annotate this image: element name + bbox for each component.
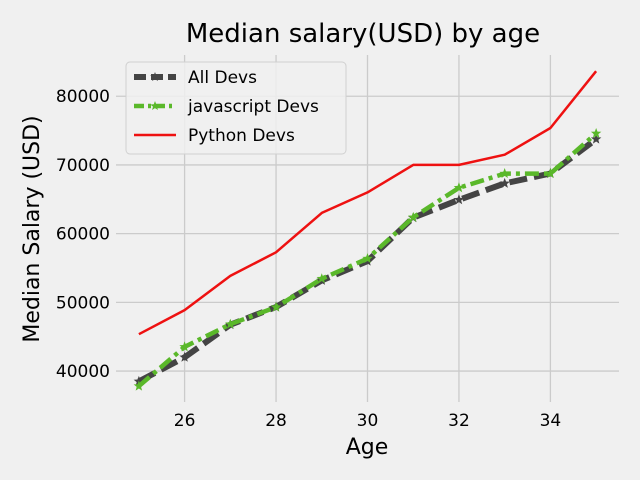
- data-point: [408, 211, 419, 222]
- legend-marker: [150, 101, 160, 111]
- legend-box: [125, 61, 347, 155]
- data-point: [453, 194, 465, 205]
- series-line: [138, 70, 598, 336]
- data-point: [316, 273, 327, 284]
- series-group: [133, 70, 602, 391]
- chart-title: Median salary(USD) by age: [186, 19, 540, 49]
- data-point: [545, 168, 556, 179]
- x-tick-label: 26: [174, 411, 196, 431]
- x-tick-label: 32: [448, 411, 470, 431]
- y-tick-label: 60000: [56, 225, 110, 245]
- data-point: [499, 168, 510, 179]
- y-axis-ticks: 40000 50000 60000 70000 80000: [56, 87, 110, 382]
- x-tick-label: 30: [357, 411, 379, 431]
- legend-item: Python Devs: [134, 126, 295, 146]
- legend-marker: [150, 72, 160, 82]
- legend-label: All Devs: [188, 68, 257, 88]
- legend-label: Python Devs: [188, 126, 295, 146]
- data-point: [225, 318, 236, 329]
- y-tick-label: 70000: [56, 156, 110, 176]
- y-axis-label: Median Salary (USD): [20, 115, 45, 342]
- legend-label: javascript Devs: [187, 97, 319, 117]
- data-point: [362, 253, 373, 264]
- x-tick-label: 28: [265, 411, 287, 431]
- series-2: [138, 70, 598, 336]
- data-point: [590, 127, 602, 138]
- y-tick-label: 40000: [56, 362, 110, 382]
- data-point: [590, 133, 602, 144]
- series-1: [133, 127, 602, 391]
- data-point: [453, 182, 465, 193]
- x-axis-label: Age: [346, 435, 389, 460]
- data-point: [133, 380, 145, 391]
- x-tick-label: 34: [540, 411, 562, 431]
- x-axis-ticks: 26 28 30 32 34: [174, 411, 561, 431]
- data-point: [270, 301, 282, 312]
- legend: All Devs javascript Devs Python Devs: [125, 61, 347, 155]
- data-point: [499, 177, 510, 188]
- data-point: [179, 351, 190, 362]
- y-tick-label: 50000: [56, 293, 110, 313]
- y-tick-label: 80000: [56, 87, 110, 107]
- data-point: [179, 341, 190, 352]
- legend-item: All Devs: [134, 68, 257, 88]
- legend-item: javascript Devs: [134, 97, 319, 117]
